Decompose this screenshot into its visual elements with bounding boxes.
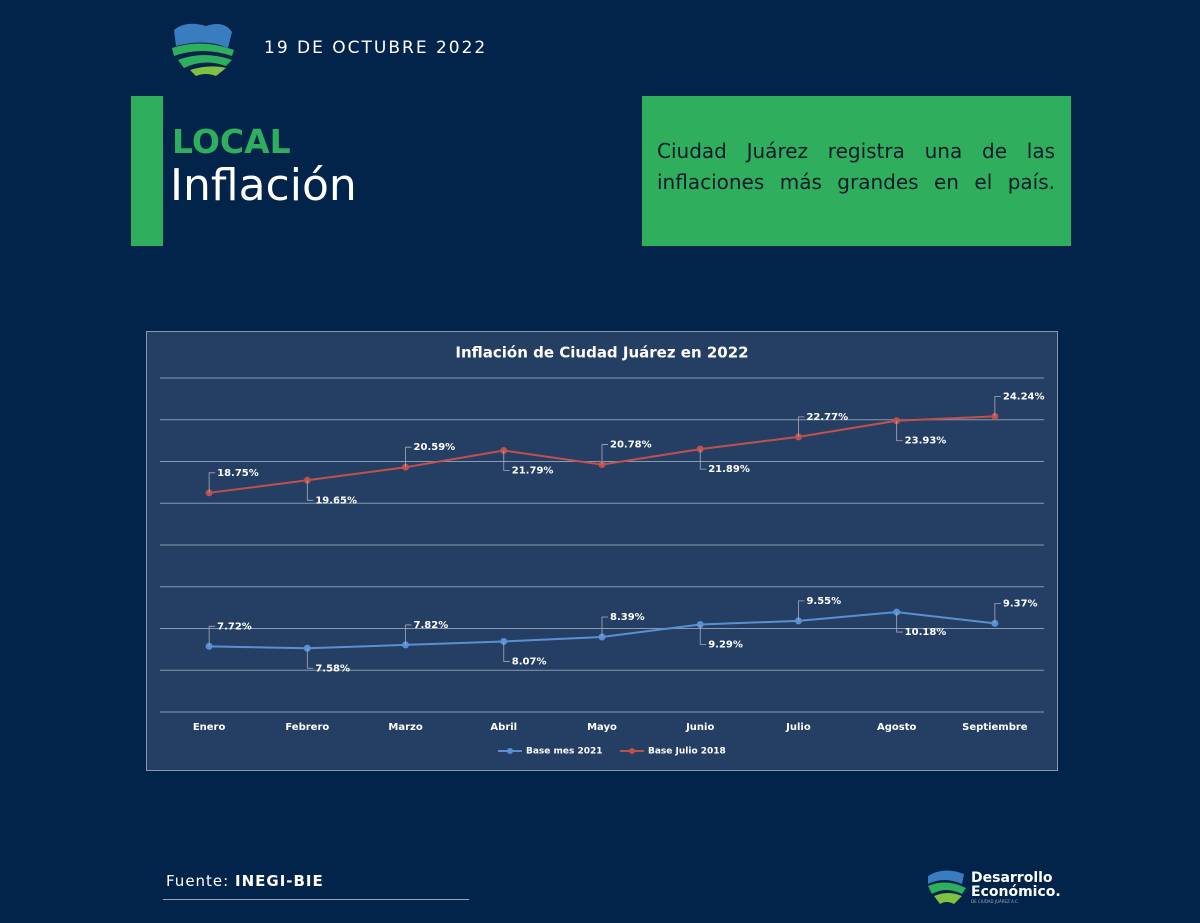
value-label: 9.29% — [708, 639, 743, 650]
value-label: 22.77% — [806, 412, 848, 423]
source-name: INEGI-BIE — [235, 872, 324, 890]
divider — [163, 899, 469, 900]
brand-logo — [928, 870, 966, 904]
leader-line — [601, 616, 608, 637]
leader-line — [994, 602, 1001, 624]
x-tick-label: Enero — [193, 722, 226, 733]
logo — [172, 23, 234, 76]
leader-line — [699, 449, 707, 470]
source: Fuente: INEGI-BIE — [166, 872, 324, 890]
value-label: 21.79% — [512, 466, 554, 477]
value-label: 19.65% — [315, 495, 357, 506]
value-label: 9.37% — [1003, 598, 1038, 609]
leader-line — [208, 472, 216, 493]
leader-line — [306, 480, 314, 501]
x-tick-label: Mayo — [587, 722, 617, 733]
value-label: 20.78% — [610, 440, 652, 451]
summary: Ciudad Juárez registra una de las inflac… — [642, 96, 1071, 246]
leader-line — [699, 624, 707, 645]
x-tick-label: Marzo — [388, 722, 422, 733]
legend-marker — [507, 748, 513, 754]
brand: Desarrollo Económico. — [971, 870, 1061, 900]
chart-title: Inflación de Ciudad Juárez en 2022 — [455, 344, 748, 362]
section-label: LOCAL — [172, 122, 291, 161]
value-label: 10.18% — [905, 627, 947, 638]
leader-line — [306, 648, 314, 669]
value-label: 23.93% — [905, 436, 947, 447]
leader-line — [208, 625, 216, 647]
leader-line — [798, 416, 805, 437]
leader-line — [503, 641, 510, 662]
leader-line — [994, 396, 1001, 417]
value-label: 7.82% — [414, 620, 449, 631]
date: 19 DE OCTUBRE 2022 — [264, 38, 488, 58]
legend-label: Base mes 2021 — [526, 747, 603, 757]
chart: Inflación de Ciudad Juárez en 2022 Enero… — [146, 331, 1058, 771]
section-title: Inflación — [170, 160, 357, 211]
leader-line — [798, 600, 805, 621]
x-tick-label: Agosto — [877, 722, 917, 733]
source-label: Fuente: — [166, 872, 230, 890]
leader-line — [601, 444, 608, 465]
point — [205, 642, 213, 650]
value-label: 20.59% — [414, 442, 456, 453]
accent-bar — [131, 96, 163, 246]
leader-line — [896, 420, 903, 442]
point — [500, 447, 508, 455]
x-tick-label: Abril — [490, 722, 517, 733]
leader-line — [405, 624, 412, 645]
leader-line — [405, 446, 412, 468]
legend-label: Base Julio 2018 — [648, 747, 726, 757]
value-label: 21.89% — [708, 464, 750, 475]
brand-sub: DE CIUDAD JUÁREZ A.C. — [971, 899, 1020, 904]
leader-line — [503, 450, 510, 471]
value-label: 8.39% — [610, 612, 645, 623]
value-label: 24.24% — [1003, 391, 1045, 402]
value-label: 7.72% — [217, 621, 252, 632]
value-label: 18.75% — [217, 468, 259, 479]
x-tick-label: Julio — [785, 722, 811, 733]
chart-frame — [146, 331, 1058, 771]
x-tick-label: Junio — [685, 722, 714, 733]
leader-line — [896, 612, 903, 633]
value-label: 9.55% — [806, 596, 841, 607]
x-tick-label: Septiembre — [962, 722, 1028, 733]
value-label: 7.58% — [315, 663, 350, 674]
legend-marker — [629, 748, 635, 754]
x-tick-label: Febrero — [285, 722, 329, 733]
value-label: 8.07% — [512, 656, 547, 667]
